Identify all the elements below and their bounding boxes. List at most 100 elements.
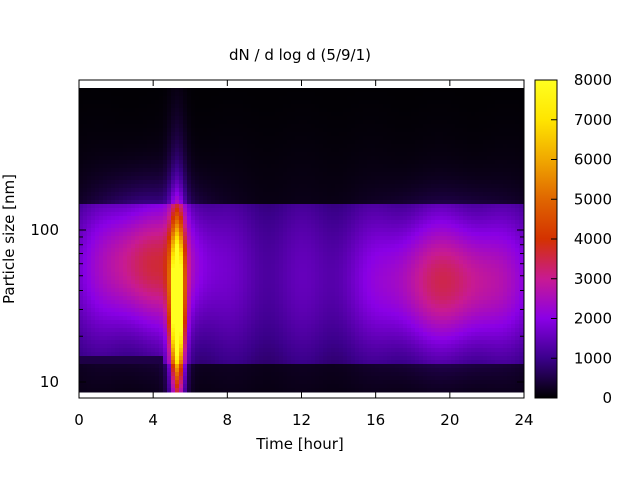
heatmap-cell xyxy=(147,92,152,97)
heatmap-cell xyxy=(255,300,260,305)
heatmap-cell xyxy=(251,88,256,93)
heatmap-cell xyxy=(103,244,108,249)
heatmap-cell xyxy=(183,380,188,385)
heatmap-cell xyxy=(79,120,84,125)
heatmap-cell xyxy=(215,364,220,369)
heatmap-cell xyxy=(79,276,84,281)
heatmap-cell xyxy=(179,188,184,193)
heatmap-cell xyxy=(203,304,208,309)
heatmap-cell xyxy=(235,300,240,305)
heatmap-cell xyxy=(291,240,296,245)
heatmap-cell xyxy=(143,216,148,221)
heatmap-cell xyxy=(235,348,240,353)
heatmap-cell xyxy=(311,384,316,389)
heatmap-cell xyxy=(87,200,92,205)
heatmap-cell xyxy=(295,136,300,141)
heatmap-cell xyxy=(151,276,156,281)
heatmap-cell xyxy=(119,172,124,177)
heatmap-cell xyxy=(239,252,244,257)
heatmap-cell xyxy=(135,328,140,333)
heatmap-cell xyxy=(111,128,116,133)
heatmap-cell xyxy=(183,384,188,389)
heatmap-cell xyxy=(179,112,184,117)
heatmap-cell xyxy=(303,132,308,137)
heatmap-cell xyxy=(155,132,160,137)
heatmap-cell xyxy=(111,116,116,121)
heatmap-cell xyxy=(283,240,288,245)
heatmap-cell xyxy=(151,312,156,317)
heatmap-cell xyxy=(275,104,280,109)
heatmap-cell xyxy=(319,200,324,205)
heatmap-cell xyxy=(287,212,292,217)
heatmap-cell xyxy=(171,96,176,101)
heatmap-cell xyxy=(311,180,316,185)
heatmap-cell xyxy=(303,364,308,369)
heatmap-cell xyxy=(103,104,108,109)
heatmap-cell xyxy=(207,344,212,349)
heatmap-cell xyxy=(331,268,336,273)
heatmap-cell xyxy=(139,164,144,169)
heatmap-cell xyxy=(111,180,116,185)
heatmap-cell xyxy=(259,316,264,321)
heatmap-cell xyxy=(91,304,96,309)
heatmap-cell xyxy=(323,212,328,217)
heatmap-cell xyxy=(143,384,148,389)
heatmap-cell xyxy=(171,220,176,225)
heatmap-cell xyxy=(287,224,292,229)
heatmap-cell xyxy=(327,88,332,93)
heatmap-cell xyxy=(107,336,112,341)
heatmap-cell xyxy=(331,196,336,201)
heatmap-cell xyxy=(307,132,312,137)
heatmap-cell xyxy=(163,140,168,145)
heatmap-cell xyxy=(187,224,192,229)
heatmap-cell xyxy=(223,264,228,269)
heatmap-cell xyxy=(231,188,236,193)
heatmap-cell xyxy=(123,148,128,153)
heatmap-cell xyxy=(167,172,172,177)
heatmap-cell xyxy=(111,148,116,153)
heatmap-cell xyxy=(191,300,196,305)
heatmap-cell xyxy=(155,300,160,305)
heatmap-cell xyxy=(327,328,332,333)
heatmap-cell xyxy=(255,100,260,105)
heatmap-cell xyxy=(91,284,96,289)
heatmap-cell xyxy=(315,372,320,377)
heatmap-cell xyxy=(95,176,100,181)
heatmap-cell xyxy=(339,292,344,297)
heatmap-cell xyxy=(223,104,228,109)
heatmap-cell xyxy=(275,296,280,301)
heatmap-cell xyxy=(135,260,140,265)
heatmap-cell xyxy=(203,264,208,269)
heatmap-cell xyxy=(271,256,276,261)
heatmap-cell xyxy=(275,184,280,189)
heatmap-cell xyxy=(143,284,148,289)
heatmap-cell xyxy=(183,388,188,393)
heatmap-cell xyxy=(167,388,172,393)
heatmap-cell xyxy=(159,224,164,229)
heatmap-cell xyxy=(299,120,304,125)
heatmap-cell xyxy=(179,144,184,149)
heatmap-cell xyxy=(79,176,84,181)
heatmap-cell xyxy=(107,364,112,369)
heatmap-cell xyxy=(223,204,228,209)
heatmap-cell xyxy=(107,116,112,121)
heatmap-cell xyxy=(219,112,224,117)
heatmap-cell xyxy=(187,332,192,337)
heatmap-cell xyxy=(139,140,144,145)
heatmap-cell xyxy=(199,340,204,345)
heatmap-cell xyxy=(87,104,92,109)
heatmap-cell xyxy=(223,212,228,217)
heatmap-cell xyxy=(295,200,300,205)
heatmap-cell xyxy=(99,104,104,109)
heatmap-cell xyxy=(195,224,200,229)
heatmap-cell xyxy=(127,124,132,129)
heatmap-cell xyxy=(267,168,272,173)
heatmap-cell xyxy=(303,88,308,93)
heatmap-cell xyxy=(295,276,300,281)
heatmap-cell xyxy=(279,244,284,249)
heatmap-cell xyxy=(211,112,216,117)
heatmap-cell xyxy=(283,144,288,149)
heatmap-cell xyxy=(223,364,228,369)
heatmap-cell xyxy=(255,388,260,393)
heatmap-cell xyxy=(215,384,220,389)
